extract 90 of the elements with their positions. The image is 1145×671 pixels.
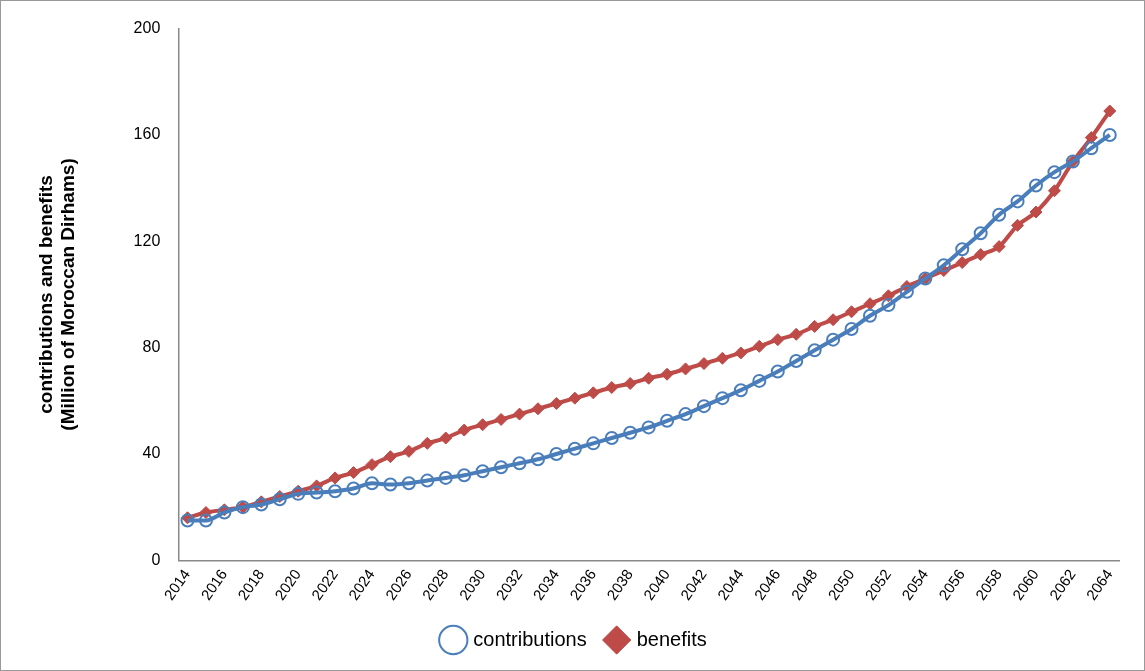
point bbox=[881, 298, 896, 313]
point bbox=[752, 339, 766, 353]
point bbox=[420, 436, 434, 450]
y-tick-label: 120 bbox=[133, 231, 161, 249]
point bbox=[328, 471, 342, 485]
point bbox=[457, 468, 472, 483]
point bbox=[1103, 104, 1117, 118]
point bbox=[1011, 218, 1025, 232]
point bbox=[1102, 127, 1117, 142]
point bbox=[530, 452, 545, 467]
point bbox=[198, 513, 213, 528]
point bbox=[1047, 184, 1061, 198]
y-tick-label: 40 bbox=[142, 444, 161, 462]
point bbox=[789, 353, 804, 368]
point bbox=[346, 481, 361, 496]
point bbox=[438, 470, 453, 485]
point bbox=[845, 305, 859, 319]
point bbox=[862, 308, 877, 323]
point bbox=[844, 322, 859, 337]
point bbox=[697, 357, 711, 371]
point bbox=[992, 207, 1007, 222]
point bbox=[586, 386, 600, 400]
point bbox=[383, 477, 398, 492]
legend-label: contributions bbox=[473, 627, 587, 650]
point bbox=[1047, 165, 1062, 180]
point bbox=[955, 242, 970, 257]
point bbox=[623, 425, 638, 440]
point bbox=[604, 431, 619, 446]
point bbox=[826, 332, 841, 347]
point bbox=[752, 373, 767, 388]
point bbox=[936, 258, 951, 273]
point bbox=[1084, 141, 1099, 156]
point bbox=[402, 444, 416, 458]
legend-label: benefits bbox=[636, 627, 707, 650]
point bbox=[383, 450, 397, 464]
point bbox=[365, 458, 379, 472]
point bbox=[660, 413, 675, 428]
point bbox=[420, 473, 435, 488]
point bbox=[973, 226, 988, 241]
point bbox=[660, 367, 674, 381]
point bbox=[678, 407, 693, 422]
point bbox=[531, 402, 545, 416]
point bbox=[642, 371, 656, 385]
point bbox=[512, 456, 527, 471]
point bbox=[586, 436, 601, 451]
point bbox=[513, 407, 527, 421]
point bbox=[715, 351, 729, 365]
point bbox=[549, 446, 564, 461]
point bbox=[679, 362, 693, 376]
point bbox=[605, 381, 619, 395]
y-tick-label: 200 bbox=[133, 19, 161, 37]
point bbox=[568, 391, 582, 405]
point bbox=[734, 346, 748, 360]
point bbox=[789, 327, 803, 341]
point bbox=[1029, 178, 1043, 193]
point bbox=[807, 343, 822, 358]
point bbox=[955, 256, 969, 270]
point bbox=[826, 313, 840, 327]
point bbox=[733, 383, 748, 398]
point bbox=[1010, 194, 1025, 209]
point bbox=[494, 412, 508, 426]
point bbox=[309, 485, 324, 500]
y-tick-label: 0 bbox=[151, 550, 161, 568]
point bbox=[641, 420, 656, 435]
point bbox=[974, 248, 988, 262]
point bbox=[899, 284, 914, 299]
point bbox=[549, 396, 563, 410]
point bbox=[863, 297, 877, 311]
point bbox=[1084, 131, 1098, 145]
point bbox=[347, 466, 361, 480]
y-tick-label: 80 bbox=[142, 338, 161, 356]
point bbox=[1029, 205, 1043, 219]
point bbox=[771, 333, 785, 347]
point bbox=[439, 431, 453, 445]
point bbox=[567, 441, 582, 456]
point bbox=[476, 418, 490, 432]
point bbox=[401, 476, 416, 491]
point bbox=[808, 319, 822, 333]
point bbox=[623, 377, 637, 391]
point bbox=[770, 364, 785, 379]
point bbox=[696, 399, 711, 414]
point bbox=[328, 484, 343, 499]
point bbox=[715, 391, 730, 406]
point bbox=[457, 423, 471, 437]
y-tick-label: 160 bbox=[133, 125, 161, 143]
point bbox=[992, 240, 1006, 254]
point bbox=[475, 464, 490, 479]
y-axis-title: contributions and benefits (Million of Moroccan Dirhams) bbox=[34, 158, 79, 431]
point bbox=[494, 460, 509, 475]
point bbox=[364, 476, 379, 491]
